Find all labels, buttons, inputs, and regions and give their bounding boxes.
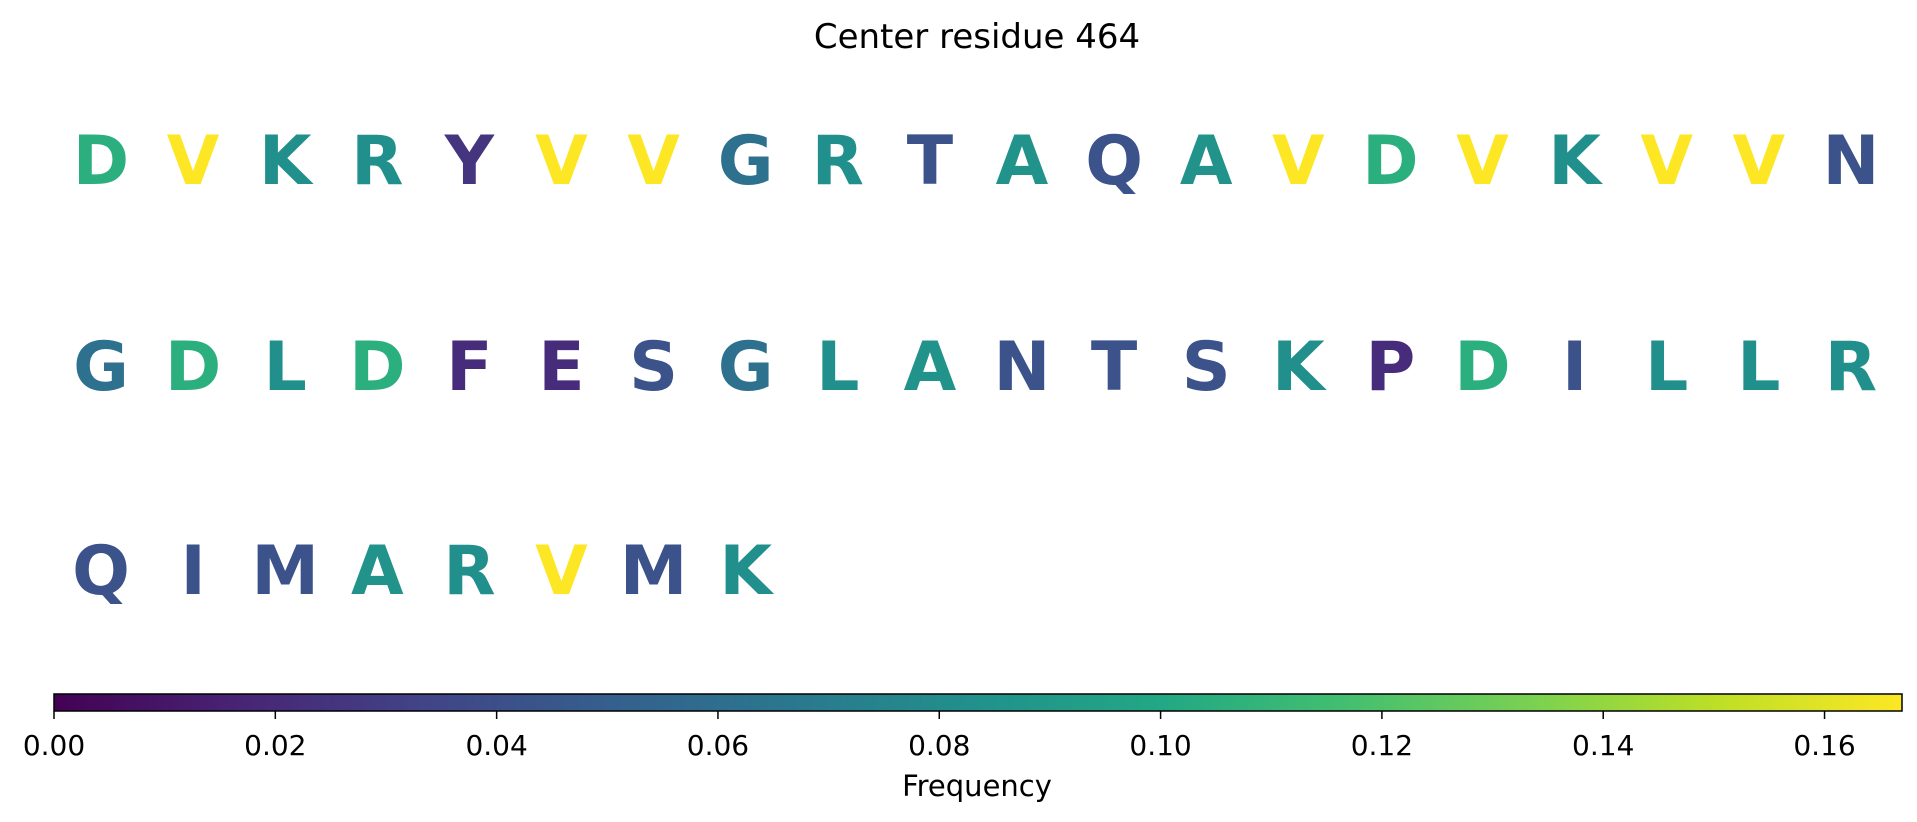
residue-letter: K: [719, 532, 774, 611]
residue-letter: P: [1365, 328, 1415, 407]
residue-letter: V: [535, 122, 588, 201]
residue-letter: L: [1737, 328, 1780, 407]
residue-letter: I: [180, 532, 205, 611]
residue-letter: M: [251, 532, 319, 611]
residue-letter: D: [1454, 328, 1510, 407]
residue-letter: D: [165, 328, 221, 407]
colorbar-label: Frequency: [902, 769, 1052, 803]
colorbar-tick-label: 0.10: [1129, 729, 1191, 762]
colorbar-tick-label: 0.08: [908, 729, 970, 762]
residue-letter: K: [1548, 122, 1603, 201]
residue-letter: I: [1562, 328, 1587, 407]
residue-letter: L: [1645, 328, 1688, 407]
residue-letter: N: [994, 328, 1051, 407]
residue-letter: V: [535, 532, 588, 611]
residue-letter: V: [1272, 122, 1325, 201]
residue-letter: G: [718, 328, 774, 407]
residue-letter: Q: [72, 532, 130, 611]
residue-letter: L: [816, 328, 859, 407]
residue-letter: Y: [444, 122, 495, 201]
residue-letter: V: [1640, 122, 1693, 201]
residue-letter: V: [627, 122, 680, 201]
colorbar-tick-label: 0.14: [1572, 729, 1634, 762]
colorbar-tick-label: 0.00: [23, 729, 85, 762]
residue-letter: S: [1182, 328, 1231, 407]
residue-letter: V: [1732, 122, 1785, 201]
residue-letter: G: [73, 328, 129, 407]
residue-letter: T: [907, 122, 954, 201]
residue-letter: M: [620, 532, 688, 611]
colorbar-tick-label: 0.06: [687, 729, 749, 762]
residue-letters: D V K R Y V V G R T A Q A V D V K V V NG D L D F E S G L A N T S K P D I L L R…: [72, 122, 1879, 611]
residue-letter: V: [167, 122, 220, 201]
colorbar-tick-label: 0.12: [1351, 729, 1413, 762]
colorbar-tick-label: 0.04: [465, 729, 527, 762]
colorbar-ticks: 0.00 0.02 0.04 0.06 0.08 0.10 0.12 0.14 0.16: [23, 711, 1856, 762]
colorbar-tick-label: 0.16: [1793, 729, 1855, 762]
residue-letter: F: [446, 328, 492, 407]
residue-letter: A: [1180, 122, 1233, 201]
colorbar-tick-label: 0.02: [244, 729, 306, 762]
residue-letter: R: [1825, 328, 1877, 407]
residue-letter: R: [351, 122, 403, 201]
residue-letter: A: [904, 328, 957, 407]
residue-letter: N: [1822, 122, 1879, 201]
residue-letter: D: [73, 122, 129, 201]
residue-letter: R: [443, 532, 495, 611]
residue-letter: V: [1456, 122, 1509, 201]
residue-letter: Q: [1085, 122, 1143, 201]
colorbar: 0.00 0.02 0.04 0.06 0.08 0.10 0.12 0.14 0.16 Fre…: [23, 693, 1903, 803]
residue-letter: K: [259, 122, 314, 201]
residue-letter: K: [1272, 328, 1327, 407]
residue-letter: G: [718, 122, 774, 201]
residue-letter: S: [629, 328, 678, 407]
residue-letter: L: [264, 328, 307, 407]
residue-letter: A: [996, 122, 1049, 201]
residue-letter: E: [538, 328, 584, 407]
colorbar-gradient: [53, 693, 1903, 712]
residue-letter: D: [349, 328, 405, 407]
residue-letter: R: [812, 122, 864, 201]
residue-letter: D: [1362, 122, 1418, 201]
residue-letter: T: [1091, 328, 1138, 407]
chart-title: Center residue 464: [814, 17, 1140, 57]
residue-letter: A: [351, 532, 404, 611]
